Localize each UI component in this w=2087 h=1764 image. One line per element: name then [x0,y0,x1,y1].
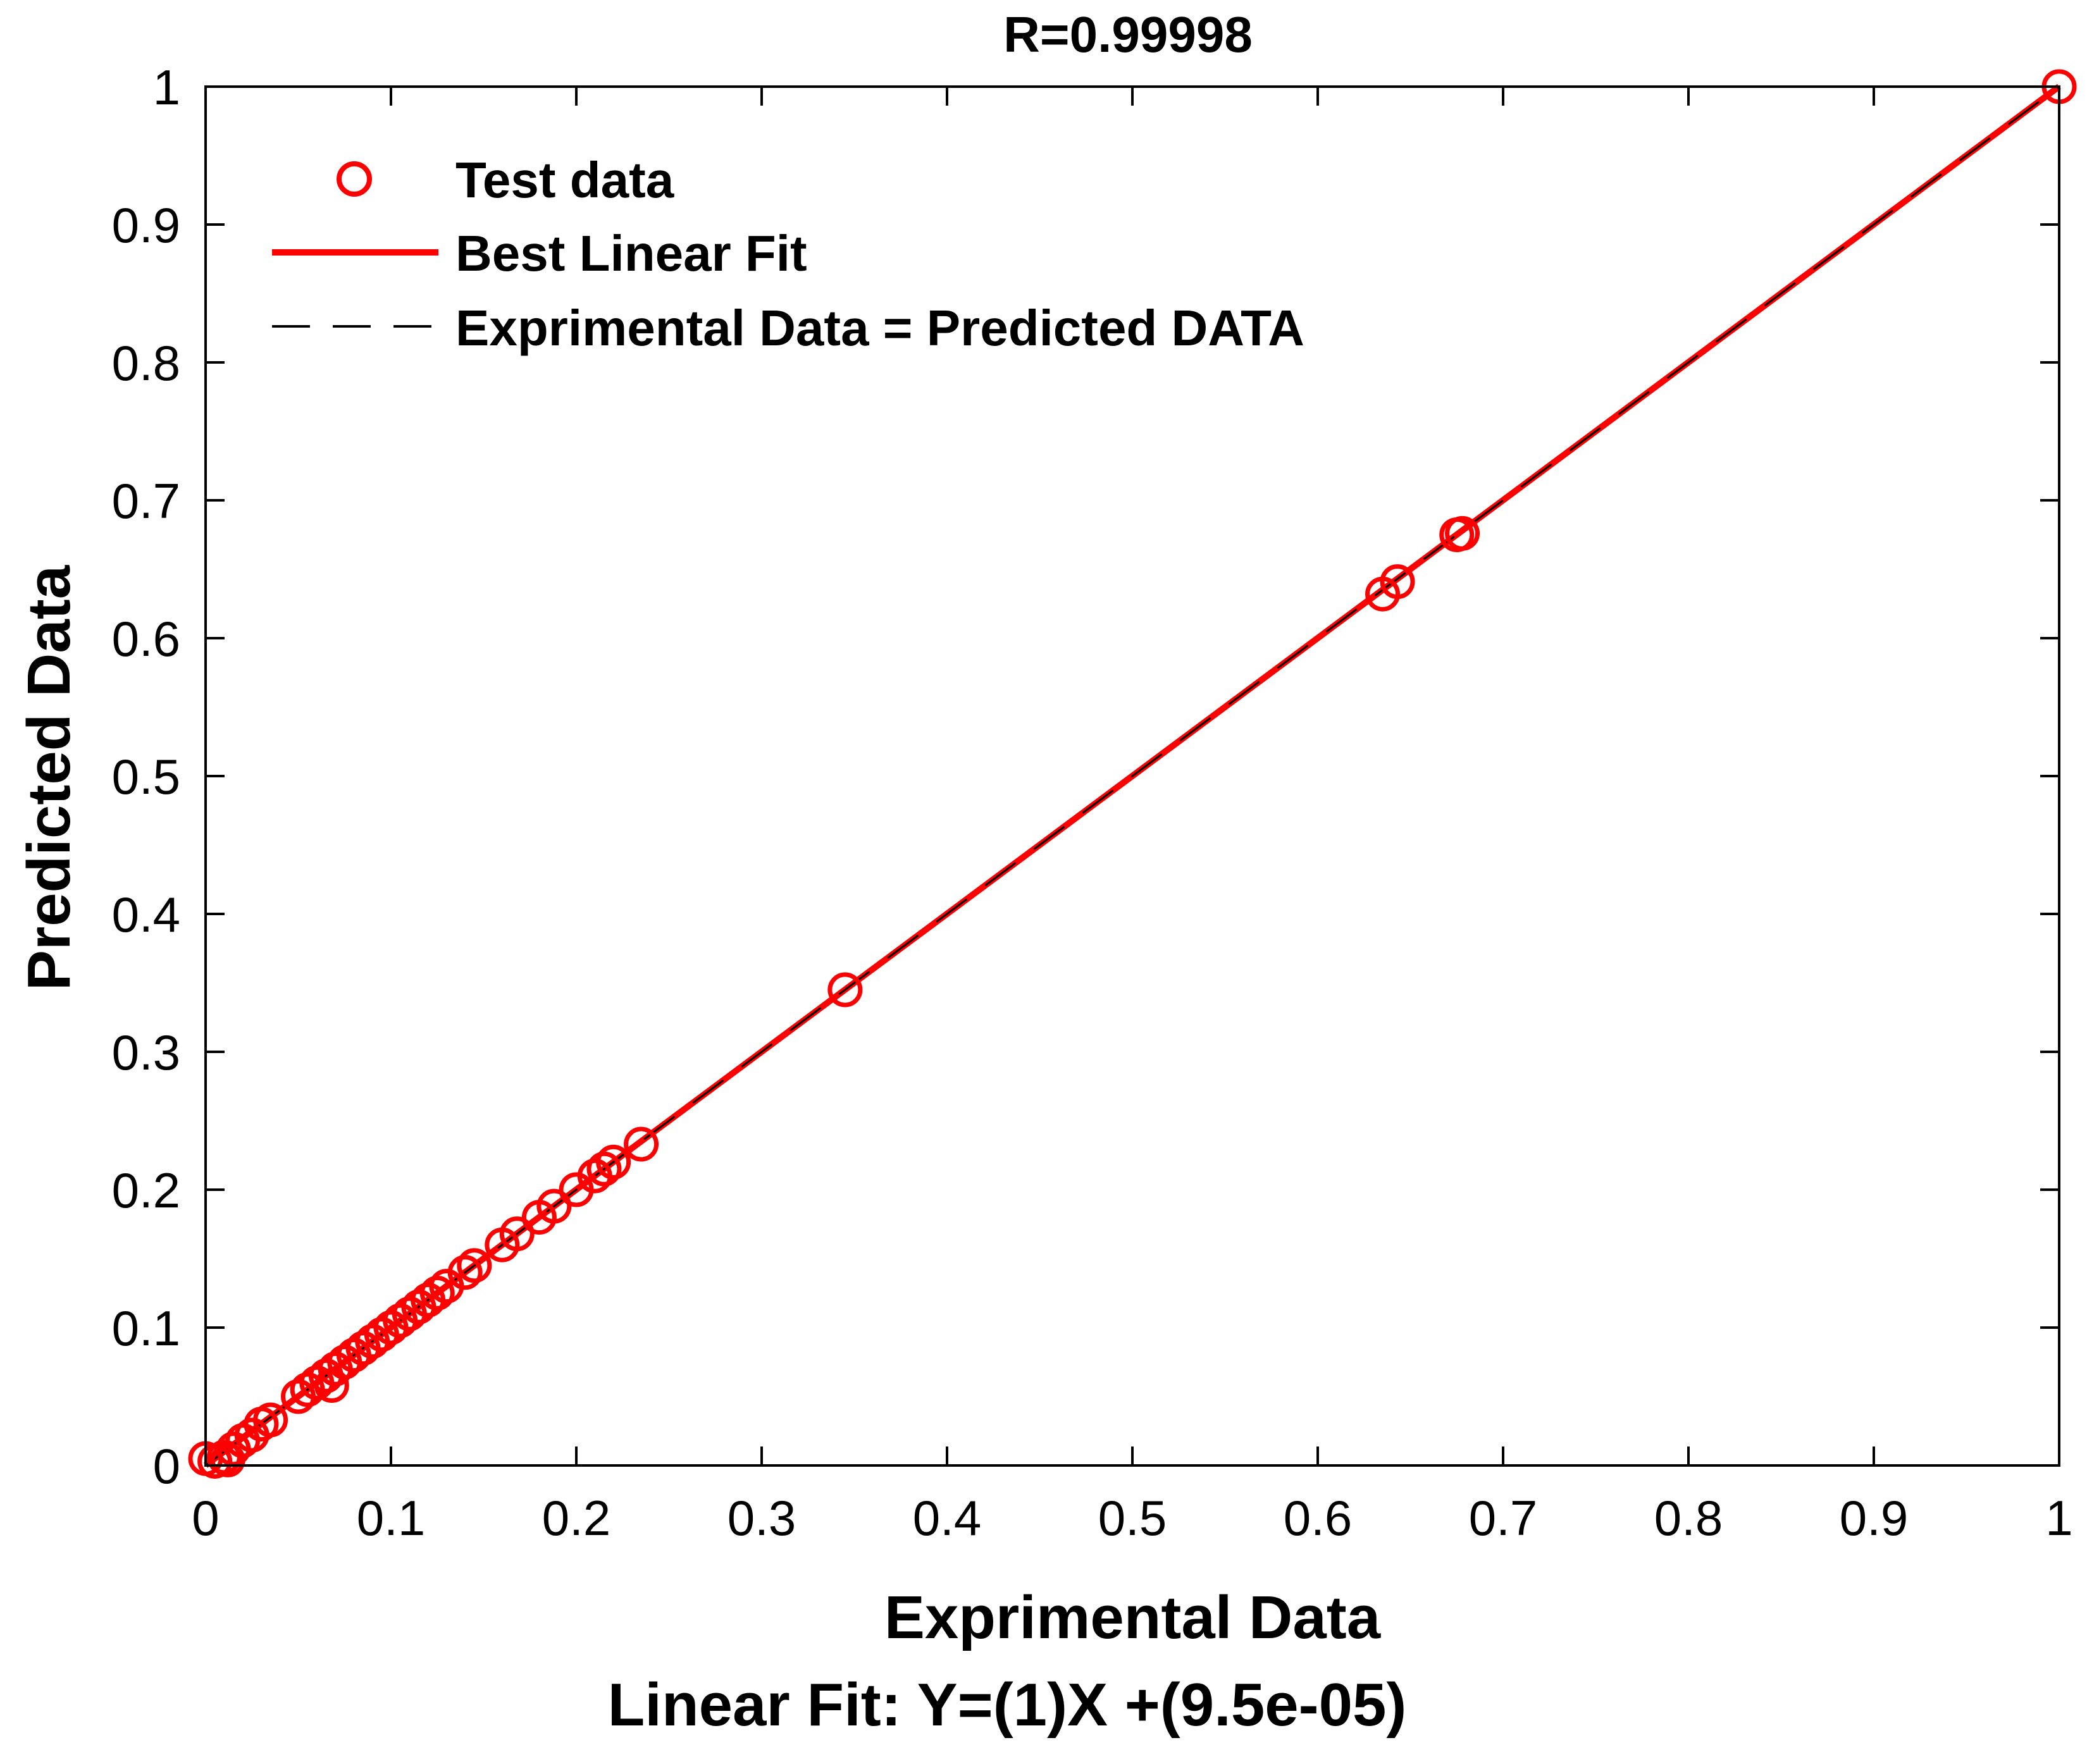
axis-ticks: 0 0.1 0.2 0.3 0.4 0.5 0.6 0.7 0.8 0.9 1 0 0.1 0.2 0.3 0… [112,59,2073,1546]
data-points [188,69,2077,1479]
legend-label-identity: Exprimental Data = Predicted DATA [455,300,1304,356]
x-tick-label: 0.9 [1840,1490,1908,1546]
y-tick-label: 0.8 [112,335,180,391]
y-axis-label: Predicted Data [15,565,83,990]
y-tick-label: 0 [153,1438,180,1494]
x-tick-label: 0.7 [1469,1490,1537,1546]
x-tick-label: 0.8 [1654,1490,1723,1546]
y-tick-label: 0.3 [112,1025,180,1080]
y-tick-label: 0.6 [112,611,180,667]
test-data-point [499,1216,535,1252]
test-data-point [586,1151,622,1187]
chart-title: R=0.99998 [1003,6,1253,63]
y-tick-label: 0.4 [112,887,180,942]
x-tick-label: 0.1 [357,1490,425,1546]
test-data-point [447,1255,483,1290]
y-tick-label: 0.2 [112,1163,180,1218]
y-tick-label: 0.7 [112,473,180,529]
legend-label-test-data: Test data [455,152,674,208]
x-tick-label: 0.5 [1098,1490,1167,1546]
legend: Test data Best Linear Fit Exprimental Da… [272,152,1304,356]
test-data-point [596,1144,631,1180]
x-tick-label: 0.3 [728,1490,796,1546]
y-tick-label: 0.1 [112,1300,180,1356]
test-data-point [419,1276,455,1311]
y-tick-label: 0.9 [112,197,180,253]
y-tick-label: 0.5 [112,749,180,805]
x-axis-label: Exprimental Data [884,1584,1381,1651]
axes-frame [204,85,2060,1467]
x-tick-label: 0.4 [913,1490,981,1546]
legend-label-best-fit: Best Linear Fit [455,225,807,281]
test-data-point [1380,564,1415,600]
y-tick-label: 1 [153,59,180,115]
legend-circle-icon [337,161,372,197]
x-tick-label: 1 [2045,1490,2072,1546]
test-data-point [536,1188,572,1224]
test-data-point [827,972,863,1008]
x-tick-label: 0.2 [542,1490,610,1546]
test-data-point [624,1126,659,1162]
test-data-point [1445,515,1480,551]
test-data-point [457,1248,492,1283]
test-data-point [253,1402,288,1438]
x-tick-label: 0 [192,1490,219,1546]
fit-equation-subtitle: Linear Fit: Y=(1)X +(9.5e-05) [608,1671,1407,1739]
x-tick-label: 0.6 [1284,1490,1352,1546]
